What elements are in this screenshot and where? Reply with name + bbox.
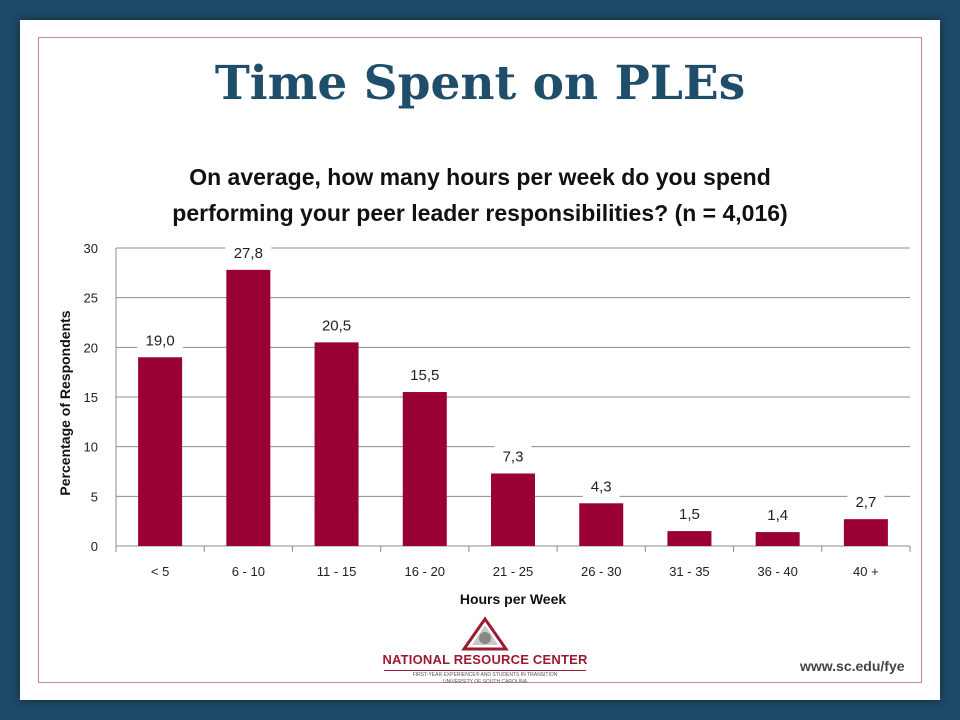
logo-subtitle: FIRST-YEAR EXPERIENCE® AND STUDENTS IN T… — [380, 672, 590, 686]
x-tick-label: 16 - 20 — [405, 564, 445, 579]
x-tick-label: 40 + — [853, 564, 879, 579]
bar — [491, 473, 535, 546]
data-label: 20,5 — [322, 317, 351, 334]
y-tick-label: 15 — [84, 390, 98, 405]
data-label-background — [582, 473, 620, 498]
data-label: 19,0 — [146, 332, 175, 349]
bar — [843, 519, 888, 546]
bar — [402, 392, 447, 546]
bar — [667, 531, 712, 546]
data-label: 2,7 — [855, 494, 876, 511]
logo-subtitle-line-1: FIRST-YEAR EXPERIENCE® AND STUDENTS IN T… — [412, 672, 558, 678]
x-tick-label: < 5 — [151, 564, 169, 579]
y-tick-label: 10 — [84, 440, 98, 455]
slide-title: Time Spent on PLEs — [214, 56, 746, 111]
y-tick-label: 5 — [91, 489, 98, 504]
chart-title-line-1: On average, how many hours per week do y… — [189, 164, 771, 190]
triangle-logo-icon — [461, 616, 509, 651]
data-label-background — [670, 501, 708, 526]
data-label-background — [313, 312, 360, 337]
data-label: 27,8 — [234, 245, 263, 262]
data-label: 15,5 — [410, 367, 439, 384]
x-tick-label: 31 - 35 — [669, 564, 709, 579]
x-tick-label: 6 - 10 — [232, 564, 265, 579]
data-label-background — [401, 362, 448, 387]
bar — [579, 503, 624, 546]
data-label: 4,3 — [591, 478, 612, 495]
logo-rule — [384, 670, 586, 671]
x-tick-label: 11 - 15 — [317, 564, 357, 579]
data-label: 1,5 — [679, 506, 700, 523]
chart-title: On average, how many hours per week do y… — [80, 159, 880, 231]
x-tick-label: 21 - 25 — [493, 564, 533, 579]
data-label-background — [494, 443, 532, 468]
data-label: 1,4 — [767, 507, 788, 524]
data-label-background — [759, 502, 797, 527]
website-url: www.sc.edu/fye — [800, 658, 905, 674]
bar — [138, 357, 183, 546]
data-label-background — [225, 239, 272, 264]
y-axis-title: Percentage of Respondents — [57, 310, 73, 495]
x-tick-label: 26 - 30 — [581, 564, 621, 579]
logo-subtitle-line-2: UNIVERSITY OF SOUTH CAROLINA — [442, 679, 528, 685]
x-tick-label: 36 - 40 — [757, 564, 797, 579]
y-tick-label: 25 — [84, 291, 98, 306]
y-tick-label: 0 — [91, 539, 98, 554]
data-label: 7,3 — [503, 448, 524, 465]
bar — [226, 269, 271, 546]
national-resource-center-logo: NATIONAL RESOURCE CENTER FIRST-YEAR EXPE… — [380, 616, 590, 688]
bar — [755, 532, 800, 546]
bar — [314, 342, 359, 546]
y-tick-label: 30 — [84, 241, 98, 256]
data-label-background — [847, 489, 885, 514]
y-tick-label: 20 — [84, 340, 98, 355]
x-axis-title: Hours per Week — [460, 591, 567, 607]
logo-name: NATIONAL RESOURCE CENTER — [382, 652, 588, 667]
data-label-background — [137, 327, 184, 352]
chart-title-line-2: performing your peer leader responsibili… — [172, 200, 788, 226]
slide-frame — [38, 37, 922, 683]
